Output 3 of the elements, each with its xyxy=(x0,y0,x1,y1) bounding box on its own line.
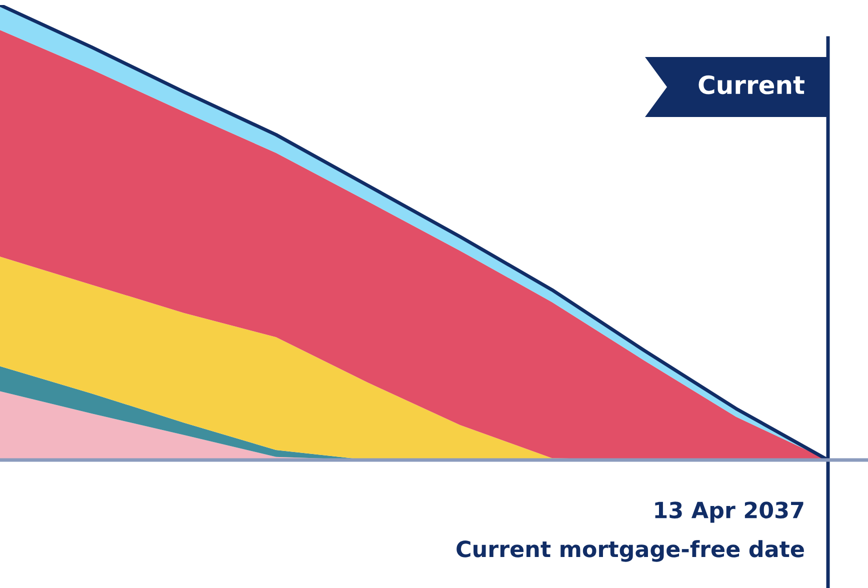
annotation: Current xyxy=(698,75,804,94)
text: 13 Apr 2037 xyxy=(655,502,804,523)
text: Current mortgage-free date xyxy=(456,540,804,562)
